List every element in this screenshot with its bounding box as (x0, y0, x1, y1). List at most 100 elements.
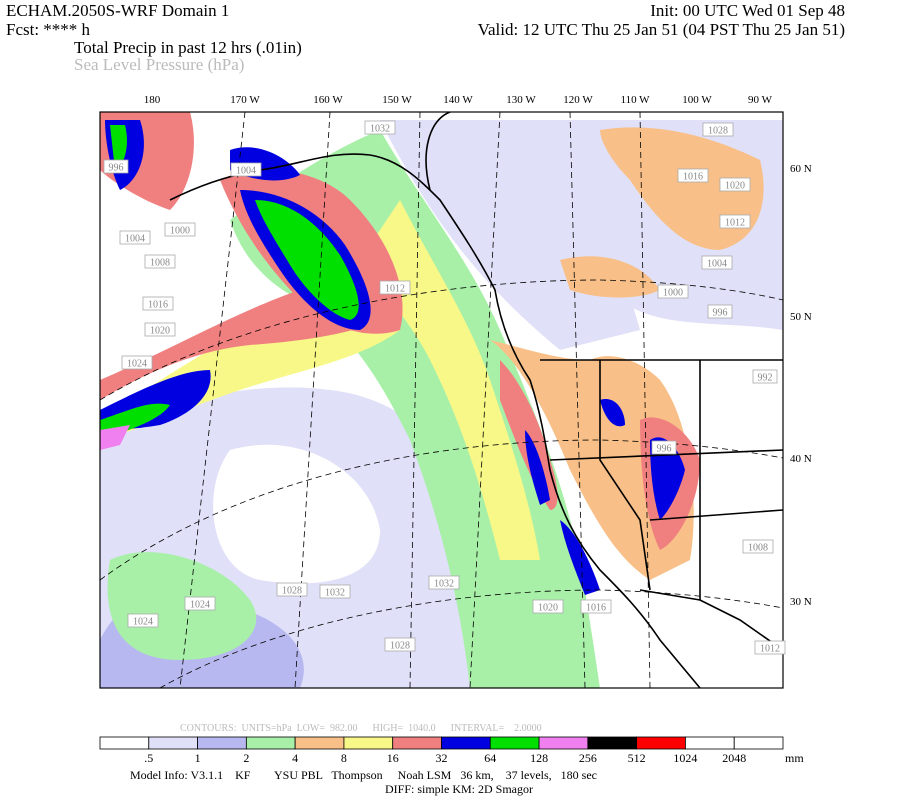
contour-label-box (184, 596, 216, 611)
contour-label: 1012 (385, 284, 405, 295)
colorbar-swatch (733, 736, 784, 750)
contour-label: 1024 (190, 600, 210, 611)
contour-label-box (142, 296, 174, 311)
colorbar-label: 256 (579, 751, 597, 765)
contour-label-box (276, 582, 308, 597)
contour-label: 1024 (133, 617, 153, 628)
contour-label-box (752, 369, 778, 384)
colorbar-swatch (441, 736, 491, 750)
contour-label: 1012 (760, 644, 780, 655)
colorbar-swatch (685, 736, 735, 750)
contour-label: 1016 (586, 603, 606, 614)
contour-label-box (384, 637, 416, 652)
contour-label-box (230, 162, 262, 177)
contour-label-box (428, 575, 460, 590)
contour-label: 1016 (683, 172, 703, 183)
contour-label-box (657, 284, 689, 299)
latitude-label: 30 N (790, 596, 812, 608)
colorbar: .5 1 2 4 8 16 32 64 128 256 512 1024 2048 mm (99, 736, 804, 765)
contour-label: 1004 (707, 259, 727, 270)
contour-label: 996 (109, 163, 124, 174)
contour-label: 1008 (748, 543, 768, 554)
latitude-label: 60 N (790, 163, 812, 175)
diff-info: DIFF: simple KM: 2D Smagor (385, 782, 533, 796)
contour-label-box (164, 222, 196, 237)
colorbar-label: 1 (195, 751, 201, 765)
init-time: Init: 00 UTC Wed 01 Sep 48 (650, 1, 845, 20)
longitude-label: 90 W (748, 94, 773, 106)
longitude-label: 100 W (682, 94, 712, 106)
colorbar-unit: mm (785, 751, 804, 765)
contour-label: 1000 (663, 288, 683, 299)
contour-label-box (707, 304, 733, 319)
colorbar-swatch (294, 736, 345, 750)
colorbar-label: 4 (292, 751, 298, 765)
contour-label-box (364, 120, 396, 135)
colorbar-label: .5 (144, 751, 153, 765)
contour-label: 1028 (390, 641, 410, 652)
colorbar-swatch (245, 736, 296, 750)
contour-label: 1020 (538, 603, 558, 614)
field-subtitle: Sea Level Pressure (hPa) (74, 55, 244, 74)
contour-label-box (119, 230, 151, 245)
colorbar-swatch (538, 736, 589, 750)
longitude-label: 110 W (620, 94, 650, 106)
colorbar-swatch (392, 736, 442, 750)
contour-label-box (702, 122, 734, 137)
contour-label-box (580, 599, 612, 614)
contour-label-box (144, 322, 176, 337)
model-info: Model Info: V3.1.1 KF YSU PBL Thompson N… (130, 768, 597, 782)
colorbar-label: 8 (341, 751, 347, 765)
colorbar-label: 32 (436, 751, 448, 765)
latitude-label: 50 N (790, 311, 812, 323)
contour-label: 1028 (282, 586, 302, 597)
contour-label-box (719, 177, 751, 192)
contour-label-box (532, 599, 564, 614)
contour-label: 1032 (434, 579, 454, 590)
coastlines (169, 112, 783, 688)
contours-info: CONTOURS: UNITS=hPa LOW= 982.00 HIGH= 10… (180, 723, 542, 734)
colorbar-label: 2 (243, 751, 249, 765)
longitude-label: 160 W (313, 94, 343, 106)
colorbar-label: 64 (484, 751, 496, 765)
contour-label: 1020 (150, 326, 170, 337)
contour-label: 1012 (725, 218, 745, 229)
colorbar-label: 512 (628, 751, 646, 765)
contour-label-box (677, 168, 709, 183)
contour-label-box (144, 254, 176, 269)
contour-label-box (379, 280, 411, 295)
contour-label: 1024 (127, 359, 147, 370)
contour-label-box (719, 214, 751, 229)
model-title: ECHAM.2050S-WRF Domain 1 (6, 1, 229, 20)
field-title: Total Precip in past 12 hrs (.01in) (74, 38, 302, 57)
contour-label-box (754, 640, 786, 655)
contour-label: 1020 (725, 181, 745, 192)
colorbar-swatch (636, 736, 686, 750)
contour-label-box (121, 355, 153, 370)
latitude-label: 40 N (790, 453, 812, 465)
colorbar-swatch (587, 736, 638, 750)
contour-label: 1004 (125, 234, 145, 245)
colorbar-swatch (197, 736, 247, 750)
longitude-label: 120 W (563, 94, 593, 106)
colorbar-swatch (148, 736, 198, 750)
colorbar-label: 1024 (673, 751, 697, 765)
contour-label-box (742, 539, 774, 554)
valid-time: Valid: 12 UTC Thu 25 Jan 51 (04 PST Thu … (478, 20, 845, 39)
colorbar-label: 16 (387, 751, 399, 765)
contour-label: 1028 (708, 126, 728, 137)
contour-labels: 1032 1028 1004 996 1000 1004 1008 1016 1020 1024 1… (103, 120, 786, 655)
contour-label-box (103, 159, 129, 174)
forecast-hour: Fcst: **** h (6, 20, 91, 39)
contour-label: 996 (657, 444, 672, 455)
longitude-label: 130 W (506, 94, 536, 106)
contour-label-box (701, 255, 733, 270)
contour-label: 1016 (148, 300, 168, 311)
contour-label: 1008 (150, 258, 170, 269)
longitude-label: 150 W (382, 94, 412, 106)
axis-labels: 180 170 W 160 W 150 W 140 W 130 W 120 W 110 W 10… (144, 94, 812, 608)
contour-label: 996 (713, 308, 728, 319)
colorbar-swatch (489, 736, 540, 750)
